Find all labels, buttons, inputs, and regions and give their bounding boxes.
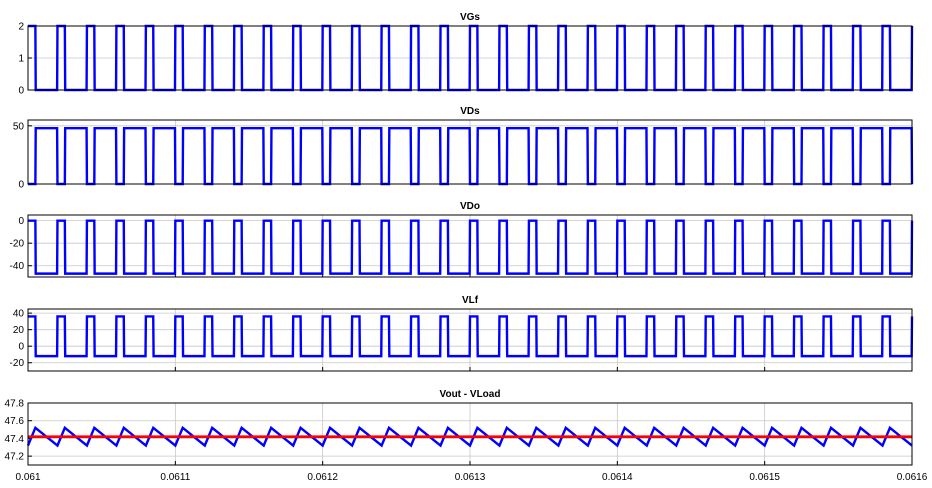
vds-title: VDs: [460, 106, 480, 117]
vdo-series-waveform: [28, 219, 914, 275]
vgs-ytick-label: 0: [18, 86, 24, 97]
vlf-ytick-label: -20: [10, 358, 25, 369]
vout-vload-title: Vout - VLoad: [440, 389, 501, 400]
vdo-plot-border: [27, 214, 913, 278]
vout-vload-xtick-label: 0.0615: [749, 472, 780, 483]
vdo-title: VDo: [460, 201, 480, 212]
vgs-subplot: VGs 0 1 2: [18, 12, 914, 97]
vlf-series-waveform: [28, 315, 914, 358]
vgs-plot-border: [27, 25, 913, 91]
vout-vload-xtick-label: 0.0611: [160, 472, 190, 483]
vout-vload-xtick-label: 0.0612: [307, 472, 338, 483]
vout-vload-ytick-label: 47.4: [5, 434, 25, 445]
vdo-ytick-label: -40: [10, 261, 25, 272]
vout-vload-plot-border: [27, 402, 913, 466]
vlf-plot-border: [27, 308, 913, 372]
vout-vload-xtick-label: 0.0613: [455, 472, 486, 483]
vout-vload-ytick-label: 47.8: [5, 399, 25, 410]
vout-vload-ytick-label: 47.6: [5, 416, 25, 427]
vdo-ytick-label: 0: [18, 216, 24, 227]
vds-plot-border: [27, 119, 913, 185]
vlf-title: VLf: [462, 295, 479, 306]
vout-vload-series-waveform: [26, 425, 913, 448]
vds-ytick-label: 50: [13, 121, 25, 132]
vgs-ytick-label: 1: [18, 54, 24, 65]
vdo-subplot: VDo 0 -20 -40: [10, 201, 914, 278]
vds-ytick-label: 0: [18, 180, 24, 191]
vgs-title: VGs: [460, 12, 480, 23]
vout-vload-xtick-label: 0.061: [15, 472, 40, 483]
vlf-ytick-label: 40: [13, 309, 25, 320]
vlf-subplot: VLf 40 20 0 -20: [10, 295, 914, 372]
vout-vload-xtick-label: 0.0614: [602, 472, 633, 483]
vout-vload-xtick-label: 0.0616: [897, 472, 928, 483]
vout-vload-subplot: Vout - VLoad 47.8 47.6 47.4 47.2 0.061 0.0611 0…: [5, 389, 928, 483]
vgs-ytick-label: 2: [18, 22, 24, 33]
vlf-ytick-label: 0: [18, 342, 24, 353]
vlf-ytick-label: 20: [13, 325, 25, 336]
vdo-ytick-label: -20: [10, 239, 25, 250]
vout-vload-ytick-label: 47.2: [5, 452, 25, 463]
vds-subplot: VDs 0 50: [13, 106, 914, 191]
